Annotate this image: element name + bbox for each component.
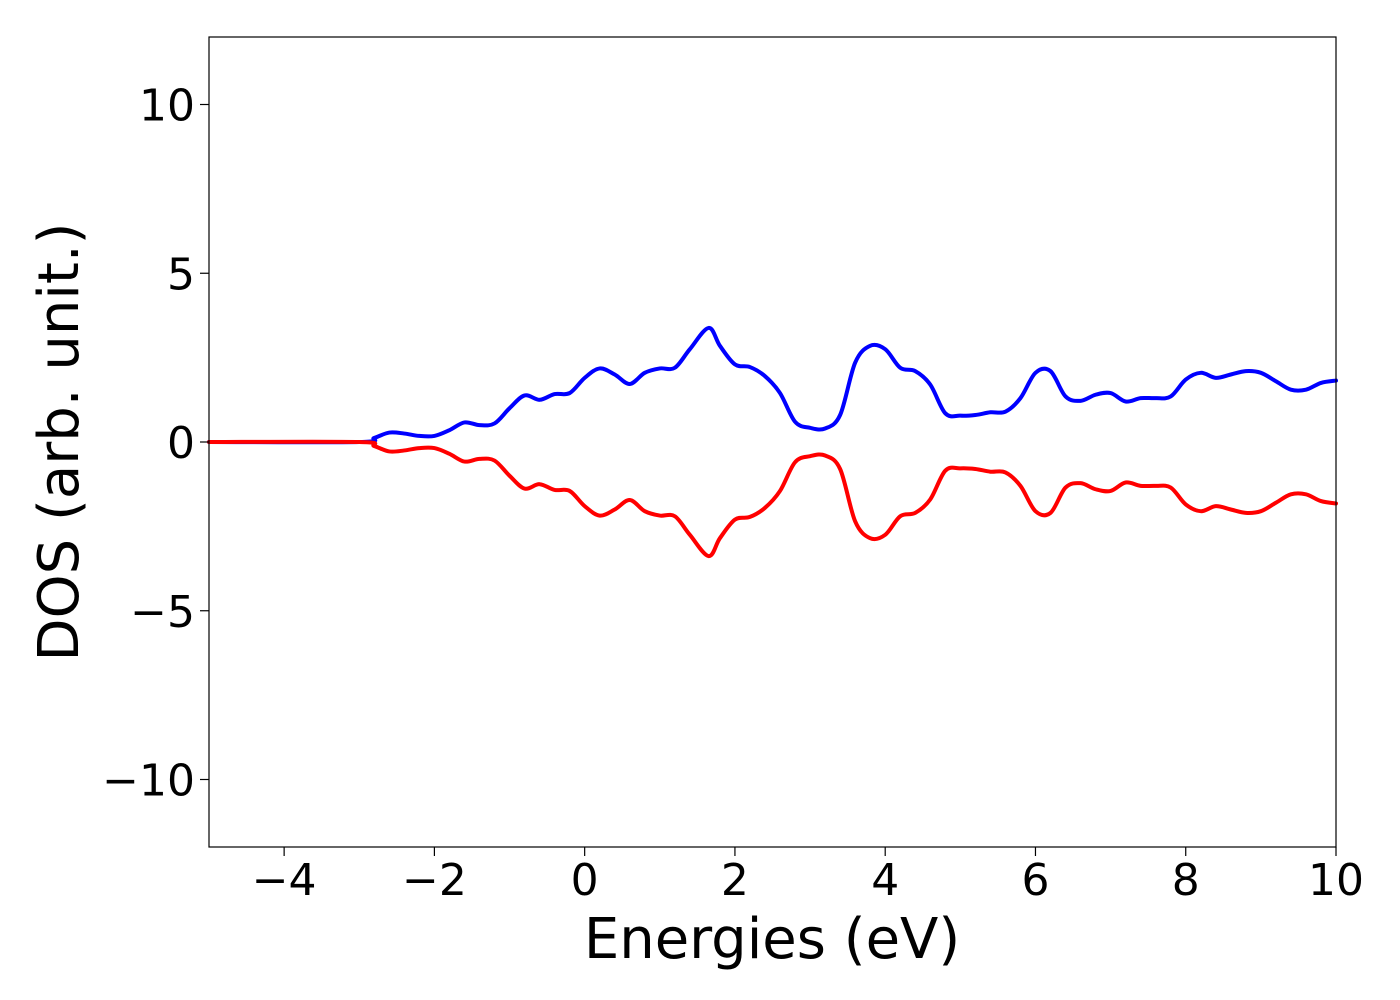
x-tick-label: 8 [1172, 855, 1200, 906]
x-tick-label: 2 [721, 855, 749, 906]
y-tick-label: 10 [139, 81, 195, 132]
x-axis-label: Energies (eV) [584, 907, 960, 972]
x-tick-label: −2 [402, 855, 467, 906]
y-tick-label: 0 [167, 418, 195, 469]
series-layer [207, 325, 1338, 559]
x-tick-label: 6 [1021, 855, 1049, 906]
y-tick-label: 5 [167, 249, 195, 300]
plot-frame [208, 36, 1337, 848]
x-tick-label: −4 [252, 855, 317, 906]
series-line-1 [207, 325, 1338, 445]
series-line-2 [207, 439, 1338, 559]
y-axis-label: DOS (arb. unit.) [27, 222, 92, 661]
y-tick-label: −10 [102, 756, 195, 807]
y-tick-label: −5 [130, 587, 195, 638]
x-tick-label: 4 [871, 855, 899, 906]
x-ticks: −4 −2 0 2 4 6 8 10 [252, 847, 1364, 906]
x-tick-label: 10 [1308, 855, 1364, 906]
x-tick-label: 0 [571, 855, 599, 906]
y-ticks: 10 5 0 −5 −10 [102, 81, 209, 807]
